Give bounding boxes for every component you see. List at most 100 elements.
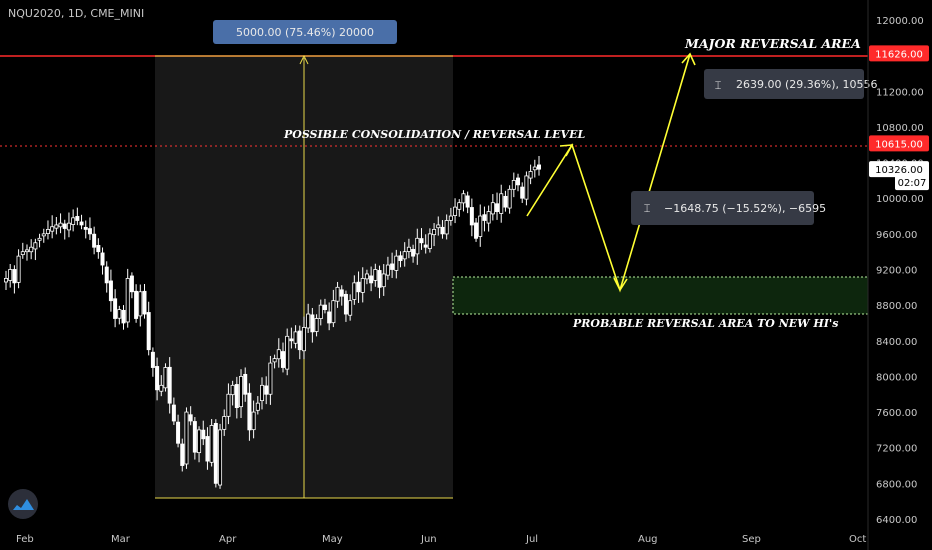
time-tick-label: Oct: [849, 534, 866, 545]
candle-body: [155, 366, 160, 391]
candle-body: [423, 244, 428, 248]
candle-body: [276, 349, 281, 360]
candle-body: [108, 280, 113, 302]
candle-body: [444, 220, 449, 235]
measure-down-icon: ⌶: [644, 202, 651, 215]
time-axis[interactable]: Feb Mar Apr May Jun Jul Aug Sep Oct: [16, 534, 866, 545]
candle-body: [360, 278, 365, 293]
price-label-box: [869, 161, 929, 178]
measure-top-badge: [213, 20, 397, 44]
candle-body: [427, 233, 432, 249]
price-tick-label: 9200.00: [876, 266, 917, 277]
candle-body: [280, 351, 285, 368]
candle-body: [222, 416, 227, 430]
candle-body: [75, 216, 80, 221]
measure-up-icon: ⌶: [715, 79, 722, 92]
candle-body: [251, 411, 256, 431]
candle-body: [469, 207, 474, 226]
candle-body: [92, 233, 97, 248]
candle-body: [289, 338, 294, 342]
candle-body: [432, 229, 437, 236]
candle-body: [113, 298, 118, 319]
price-label: 10326.00: [875, 165, 923, 176]
candle-body: [234, 384, 239, 409]
candle-body: [314, 318, 319, 332]
candle-body: [213, 423, 218, 484]
consolidation-annotation: POSSIBLE CONSOLIDATION / REVERSAL LEVEL: [283, 128, 585, 141]
candle-body: [293, 331, 298, 344]
candle-body: [8, 269, 13, 281]
candle-body: [419, 238, 424, 244]
candle-body: [79, 221, 84, 226]
candle-body: [503, 195, 508, 208]
candle-body: [532, 166, 537, 171]
symbol-title: NQU2020, 1D, CME_MINI: [8, 7, 144, 20]
candle-body: [12, 269, 17, 284]
candle-body: [239, 376, 244, 408]
measure-arrow-head: [299, 54, 309, 65]
candle-body: [322, 304, 327, 310]
candle-body: [24, 249, 29, 253]
measure-top-label: 5000.00 (75.46%) 20000: [236, 26, 374, 39]
candle-body: [129, 275, 134, 293]
candle-body: [146, 312, 151, 351]
candle-body: [516, 177, 521, 186]
candle-body: [415, 237, 420, 255]
candle-body: [4, 278, 9, 283]
price-tick-label: 8000.00: [876, 372, 917, 383]
candle-body: [201, 429, 206, 440]
candle-body: [511, 179, 516, 190]
candle-body: [41, 233, 46, 237]
candle-body: [369, 275, 374, 284]
candle-body: [411, 249, 416, 257]
candle-body: [490, 202, 495, 215]
candle-body: [461, 193, 466, 204]
candle-body: [440, 226, 445, 235]
candle-body: [507, 188, 512, 209]
candle-body: [171, 404, 176, 422]
price-label-box: [895, 174, 929, 191]
tradingview-logo[interactable]: [8, 489, 38, 519]
price-tick-label: 12000.00: [876, 16, 924, 27]
candle-body: [486, 211, 491, 224]
candle-body: [390, 263, 395, 270]
candle-body: [301, 327, 306, 352]
candle-body: [134, 290, 139, 319]
candle-body: [230, 384, 235, 396]
candle-body: [268, 362, 273, 395]
candle-body: [218, 429, 223, 486]
candle-body: [537, 164, 542, 170]
candle-body: [29, 246, 34, 253]
candle-body: [16, 255, 21, 283]
candle-body: [138, 291, 143, 317]
price-axis[interactable]: 6400.00 6800.00 7200.00 7600.00 8000.00 8400.…: [876, 16, 924, 526]
candle-body: [209, 425, 214, 463]
candle-body: [37, 237, 42, 241]
probable-reversal-annotation: PROBABLE REVERSAL AREA TO NEW HI's: [572, 317, 838, 330]
candle-body: [62, 223, 67, 229]
price-tick-label: 6800.00: [876, 479, 917, 490]
candle-body: [197, 429, 202, 454]
candle-body: [33, 242, 38, 250]
price-tick-label: 8800.00: [876, 301, 917, 312]
candle-body: [264, 385, 269, 395]
candle-body: [83, 226, 88, 230]
candle-body: [205, 436, 210, 462]
candle-body: [255, 402, 260, 411]
candle-body: [457, 202, 462, 210]
candle-body: [163, 367, 168, 389]
price-tick-label: 6400.00: [876, 515, 917, 526]
candle-body: [58, 222, 63, 228]
candle-body: [310, 314, 315, 333]
projection-arrowhead-1: [559, 144, 574, 157]
candle-body: [524, 175, 529, 200]
candle-body: [71, 217, 76, 225]
candle-body: [436, 224, 441, 229]
measure-down-label: −1648.75 (−15.52%), −6595: [664, 202, 826, 215]
time-tick-label: Feb: [16, 534, 34, 545]
candle-body: [520, 186, 525, 199]
candle-body: [66, 222, 71, 231]
time-tick-label: Sep: [742, 534, 761, 545]
candle-body: [142, 290, 147, 315]
